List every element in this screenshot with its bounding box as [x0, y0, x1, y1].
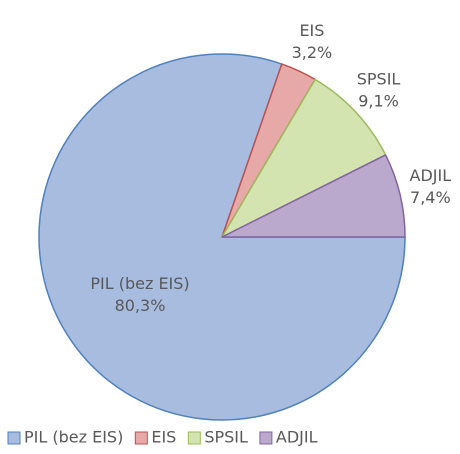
- legend-label: PIL (bez EIS): [24, 428, 123, 447]
- legend-swatch: [187, 431, 201, 445]
- pie-slice: [220, 78, 387, 239]
- pie-slice: [221, 153, 406, 238]
- slice-label: SPSIL: [357, 69, 401, 88]
- legend-label: ADJIL: [276, 428, 318, 447]
- legend-label: EIS: [151, 428, 176, 447]
- slice-value: 80,3%: [115, 296, 166, 315]
- legend-swatch: [134, 431, 148, 445]
- slice-value: 3,2%: [292, 43, 333, 62]
- slice-label: ADJIL: [410, 166, 452, 185]
- legend-swatch: [7, 431, 21, 445]
- slice-value: 9,1%: [358, 91, 399, 110]
- legend-swatch: [259, 431, 273, 445]
- slice-label: PIL (bez EIS): [90, 274, 189, 293]
- slice-label: EIS: [299, 21, 324, 40]
- slice-value: 7,4%: [410, 188, 451, 207]
- legend-label: SPSIL: [204, 428, 248, 447]
